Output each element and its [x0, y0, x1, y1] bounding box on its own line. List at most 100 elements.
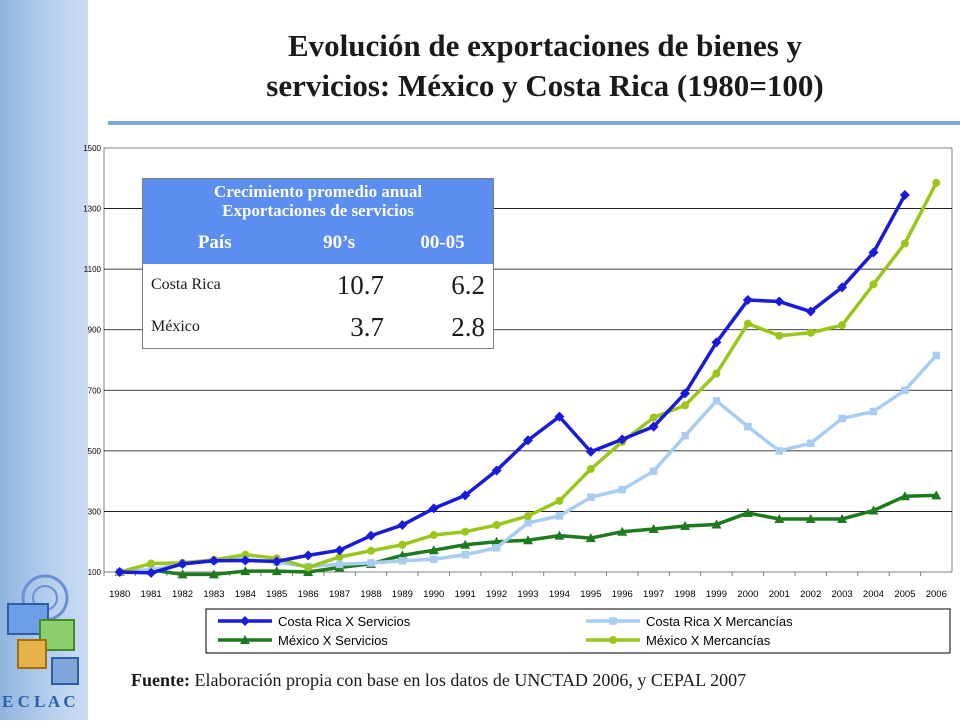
- x-tick-label: 1996: [612, 589, 633, 600]
- data-point: [649, 467, 658, 475]
- data-point: [303, 550, 314, 561]
- data-point: [177, 558, 188, 569]
- cell-00-05: 6.2: [451, 269, 485, 300]
- data-point: [492, 521, 501, 530]
- data-point: [491, 536, 502, 546]
- data-point: [712, 369, 721, 378]
- un-emblem-icon: [7, 574, 79, 685]
- x-tick-label: 1985: [266, 589, 287, 600]
- source-note: Fuente: Elaboración propia con base en l…: [131, 670, 746, 691]
- data-point: [742, 507, 753, 517]
- x-tick-label: 2005: [894, 589, 915, 600]
- data-point: [429, 531, 438, 540]
- data-point: [681, 431, 689, 440]
- series-3: [115, 178, 941, 576]
- data-point: [899, 189, 910, 200]
- title-underline: [108, 121, 960, 125]
- data-point: [430, 555, 438, 564]
- x-tick-label: 1987: [329, 589, 350, 600]
- x-tick-label: 2000: [737, 589, 758, 600]
- data-point: [899, 491, 910, 501]
- x-tick-label: 1995: [580, 589, 601, 600]
- data-point: [585, 533, 596, 543]
- data-point: [618, 485, 626, 494]
- data-point: [240, 616, 250, 626]
- legend-label: México X Servicios: [278, 633, 388, 648]
- data-point: [177, 569, 188, 579]
- x-tick-label: 1983: [203, 589, 224, 600]
- legend-entry: México X Servicios: [218, 633, 388, 648]
- data-point: [609, 636, 617, 644]
- data-point: [932, 178, 941, 187]
- data-point: [869, 407, 878, 416]
- growth-summary-table: Crecimiento promedio anual Exportaciones…: [142, 178, 494, 349]
- source-text: Elaboración propia con base en los datos…: [194, 670, 747, 690]
- data-point: [837, 514, 848, 523]
- data-point: [208, 569, 219, 579]
- side-bar: [0, 0, 88, 720]
- y-tick-label: 900: [88, 326, 102, 335]
- data-point: [303, 567, 314, 576]
- table-row-costa-rica: Costa Rica 10.7 6.2: [143, 264, 494, 306]
- y-tick-label: 100: [88, 568, 102, 577]
- data-point: [335, 552, 344, 561]
- data-point: [146, 567, 157, 578]
- data-point: [649, 413, 658, 422]
- data-point: [868, 505, 879, 515]
- source-label: Fuente:: [131, 670, 190, 690]
- data-point: [869, 280, 878, 289]
- legend-entry: México X Mercancías: [586, 633, 771, 648]
- cell-country: Costa Rica: [151, 276, 221, 293]
- header-country: País: [142, 228, 287, 264]
- y-tick-label: 700: [88, 386, 102, 395]
- x-tick-label: 1988: [360, 589, 381, 600]
- y-tick-label: 1300: [83, 205, 101, 214]
- data-point: [648, 421, 659, 432]
- legend-label: Costa Rica X Servicios: [278, 614, 411, 629]
- x-tick-label: 1980: [109, 589, 130, 600]
- data-point: [147, 559, 156, 568]
- table-caption-line1: Crecimiento promedio anual: [213, 182, 423, 201]
- data-point: [492, 544, 501, 552]
- data-point: [617, 526, 628, 536]
- data-point: [838, 321, 847, 330]
- x-tick-label: 1986: [298, 589, 319, 600]
- data-point: [806, 328, 815, 337]
- data-point: [838, 414, 846, 423]
- data-point: [398, 540, 407, 549]
- data-point: [868, 247, 879, 258]
- data-point: [271, 566, 282, 576]
- x-tick-label: 2003: [832, 589, 853, 600]
- series-line: [119, 194, 907, 575]
- data-point: [241, 550, 250, 559]
- data-point: [585, 446, 596, 457]
- data-point: [428, 503, 439, 514]
- table-row-mexico: México 3.7 2.8: [143, 306, 494, 349]
- data-point: [680, 520, 691, 530]
- slide-title-line2: servicios: México y Costa Rica (1980=100…: [266, 68, 824, 103]
- data-point: [461, 550, 469, 559]
- x-tick-label: 1991: [455, 589, 476, 600]
- data-point: [806, 439, 815, 448]
- x-tick-label: 2002: [800, 589, 821, 600]
- table-caption-line2: Exportaciones de servicios: [222, 201, 414, 220]
- data-point: [524, 511, 532, 520]
- data-point: [304, 563, 313, 572]
- data-point: [460, 539, 471, 549]
- data-point: [367, 559, 375, 567]
- data-point: [523, 535, 533, 545]
- data-point: [335, 560, 344, 569]
- data-point: [775, 447, 784, 455]
- data-point: [271, 556, 282, 567]
- data-point: [932, 351, 941, 360]
- x-tick-label: 1984: [235, 589, 256, 600]
- legend-label: México X Mercancías: [646, 633, 771, 648]
- eclac-logo: E C L A C: [0, 568, 100, 720]
- x-tick-label: 1997: [643, 589, 664, 600]
- data-point: [114, 567, 125, 577]
- data-point: [398, 557, 407, 565]
- header-00-05: 00-05: [391, 228, 494, 264]
- x-tick-label: 1989: [392, 589, 413, 600]
- data-point: [491, 465, 502, 476]
